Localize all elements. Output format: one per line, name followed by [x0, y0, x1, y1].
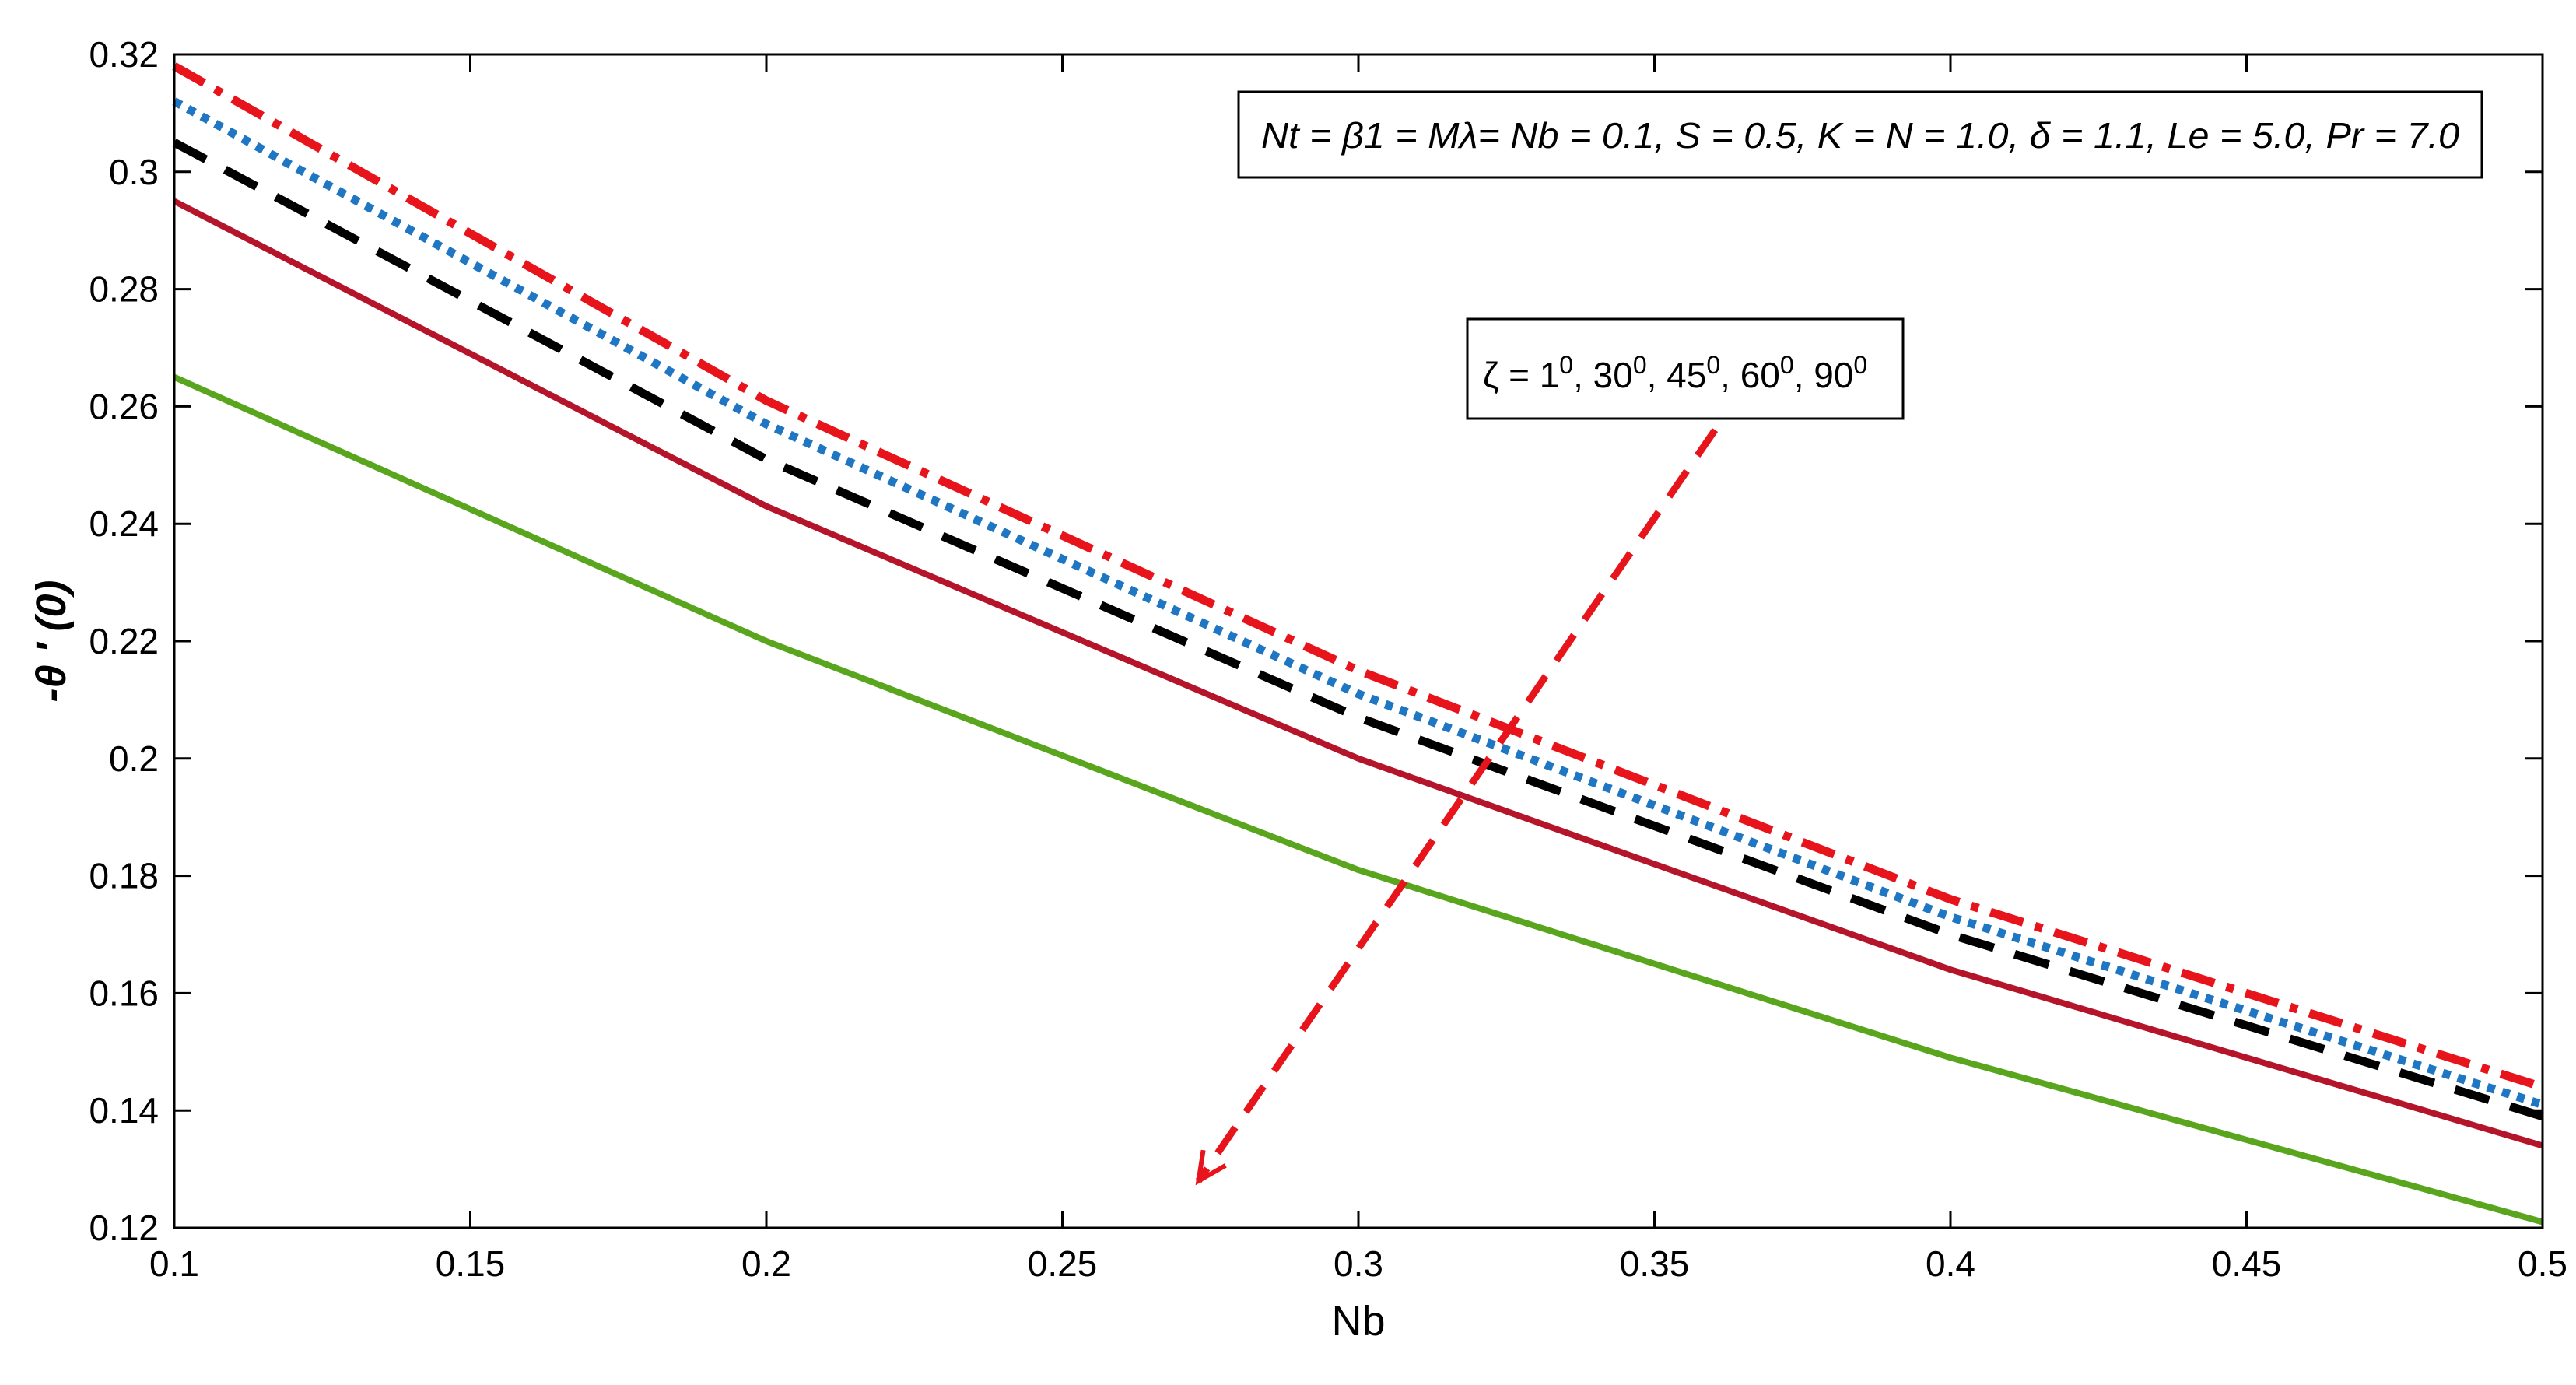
- series-line-1: [172, 62, 2544, 1092]
- zeta-sup-60: 0: [1780, 351, 1794, 379]
- y-axis-label: -θ ′ (0): [28, 580, 75, 702]
- x-tick-label: 0.3: [1334, 1243, 1383, 1284]
- y-tick-label: 0.28: [89, 269, 159, 310]
- zeta-sup-1: 0: [1559, 351, 1573, 379]
- x-tick-label: 0.2: [741, 1243, 791, 1284]
- x-tick-label: 0.5: [2518, 1243, 2567, 1284]
- x-tick-label: 0.15: [436, 1243, 506, 1284]
- zeta-annotation: ζ = 10, 300, 450, 600, 900: [1466, 317, 1905, 420]
- series-line-2: [172, 97, 2544, 1109]
- zeta-value-60: , 60: [1720, 355, 1780, 395]
- y-tick-label: 0.18: [89, 856, 159, 896]
- ticks-layer: 0.1 0.15 0.2 0.25 0.3 0.35 0.4 0.45 0.5 0.12 0.14 0…: [89, 34, 2567, 1284]
- parameter-box: Nt = β1 = Mλ= Nb = 0.1, S = 0.5, K = N =…: [1237, 90, 2483, 179]
- y-tick-label: 0.32: [89, 34, 159, 75]
- x-tick-label: 0.1: [149, 1243, 199, 1284]
- series-line-5: [173, 374, 2544, 1225]
- zeta-value-90: , 90: [1794, 355, 1854, 395]
- x-axis-label: Nb: [1331, 1298, 1385, 1345]
- parameter-box-text: Nt = β1 = Mλ= Nb = 0.1, S = 0.5, K = N =…: [1261, 115, 2459, 156]
- series-line-4: [173, 198, 2544, 1149]
- zeta-sup-90: 0: [1853, 351, 1867, 379]
- x-tick-label: 0.25: [1028, 1243, 1098, 1284]
- zeta-sup-45: 0: [1706, 351, 1720, 379]
- zeta-value-30: , 30: [1573, 355, 1633, 395]
- trend-arrow-head: [1195, 1149, 1227, 1186]
- y-tick-label: 0.14: [89, 1090, 159, 1131]
- y-tick-label: 0.2: [109, 738, 159, 779]
- y-tick-label: 0.26: [89, 386, 159, 426]
- x-tick-label: 0.45: [2212, 1243, 2282, 1284]
- zeta-value-45: , 45: [1647, 355, 1707, 395]
- zeta-annotation-prefix: ζ = 1: [1483, 355, 1559, 395]
- y-tick-label: 0.24: [89, 503, 159, 544]
- trend-arrow-shaft: [1195, 387, 1747, 1183]
- series-line-3: [172, 138, 2544, 1120]
- parameter-box-frame: [1237, 90, 2483, 179]
- zeta-annotation-frame: [1466, 317, 1905, 420]
- trend-arrow-layer: [1195, 387, 1747, 1186]
- y-tick-label: 0.22: [89, 621, 159, 661]
- zeta-annotation-text: ζ = 10, 300, 450, 600, 900: [1483, 351, 1867, 395]
- y-tick-label: 0.3: [109, 152, 159, 192]
- x-tick-label: 0.4: [1926, 1243, 1975, 1284]
- y-tick-label: 0.12: [89, 1208, 159, 1248]
- x-tick-label: 0.35: [1620, 1243, 1690, 1284]
- zeta-sup-30: 0: [1633, 351, 1647, 379]
- y-tick-label: 0.16: [89, 973, 159, 1013]
- series-layer: [172, 62, 2544, 1225]
